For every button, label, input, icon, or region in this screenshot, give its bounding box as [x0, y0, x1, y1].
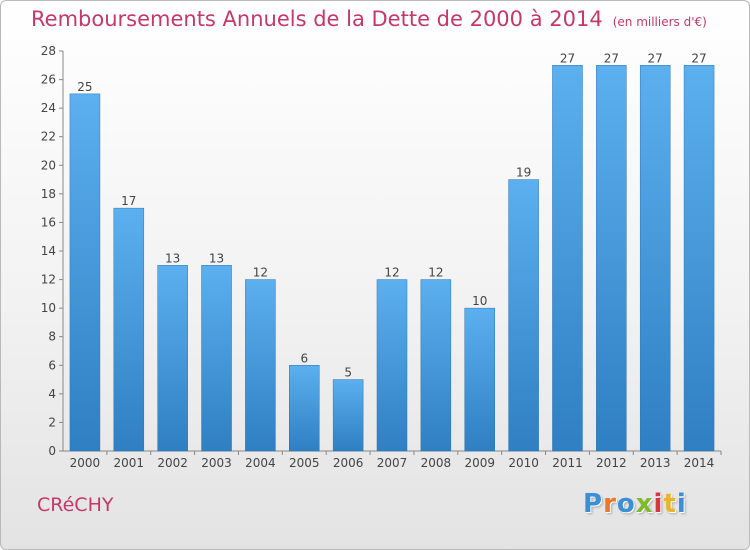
data-label: 25: [77, 80, 92, 94]
logo-letter: x: [635, 489, 654, 519]
bar: [552, 65, 583, 452]
data-label: 13: [209, 251, 224, 265]
x-tick-label: 2003: [201, 456, 232, 470]
y-tick-label: 10: [41, 301, 56, 315]
logo-letter: P: [583, 489, 604, 519]
y-tick-label: 16: [41, 215, 56, 229]
y-tick-label: 12: [41, 273, 56, 287]
bar: [157, 265, 188, 452]
data-label: 5: [344, 366, 352, 380]
bar: [201, 265, 232, 452]
logo-letter: t: [663, 489, 677, 519]
bar: [464, 307, 495, 452]
bar: [420, 279, 452, 452]
chart-title-text: Remboursements Annuels de la Dette de 20…: [31, 7, 603, 31]
x-tick-label: 2014: [684, 456, 715, 470]
x-tick-label: 2009: [464, 456, 495, 470]
y-tick-label: 14: [41, 244, 56, 258]
commune-name: CRéCHY: [37, 494, 114, 516]
y-tick-label: 28: [41, 44, 56, 58]
data-label: 12: [384, 266, 399, 280]
bar: [683, 65, 715, 452]
x-tick-label: 2004: [245, 456, 276, 470]
chart-title: Remboursements Annuels de la Dette de 20…: [31, 7, 707, 31]
data-label: 13: [165, 251, 180, 265]
proxiti-logo: Proxiti: [583, 489, 687, 519]
chart-unit: (en milliers d'€): [612, 15, 707, 29]
x-tick-label: 2011: [552, 456, 583, 470]
bars: [69, 65, 715, 452]
data-label: 27: [560, 51, 575, 65]
x-tick-label: 2012: [596, 456, 627, 470]
y-tick-label: 24: [41, 101, 56, 115]
y-tick-label: 4: [48, 387, 56, 401]
logo-letter: i: [676, 489, 687, 519]
x-tick-label: 2013: [640, 456, 671, 470]
data-label: 17: [121, 194, 136, 208]
y-tick-label: 2: [48, 415, 56, 429]
bar: [245, 279, 276, 452]
data-labels: 25 17 13 13 12 6 5 12 12 10 19 27 27 27 27: [77, 51, 706, 379]
data-label: 27: [691, 51, 706, 65]
x-tick-label: 2008: [421, 456, 452, 470]
y-tick-label: 20: [41, 158, 56, 172]
y-tick-label: 8: [48, 330, 56, 344]
x-tick-label: 2007: [377, 456, 408, 470]
bar: [639, 65, 671, 452]
x-tick-label: 2010: [508, 456, 539, 470]
x-tick-label: 2006: [333, 456, 364, 470]
bar: [113, 207, 145, 452]
data-label: 27: [604, 51, 619, 65]
y-tick-label: 22: [41, 130, 56, 144]
bar: [508, 179, 539, 452]
data-label: 12: [253, 266, 268, 280]
logo-letter: i: [653, 489, 664, 519]
y-tick-label: 18: [41, 187, 56, 201]
data-label: 10: [472, 294, 487, 308]
bar: [332, 379, 364, 452]
bar: [596, 65, 627, 452]
bar: [69, 93, 101, 452]
data-label: 19: [516, 166, 531, 180]
logo-letter: r: [603, 489, 617, 519]
x-tick-label: 2000: [70, 456, 101, 470]
x-tick-label: 2001: [114, 456, 145, 470]
y-tick-label: 0: [48, 444, 56, 458]
bar: [289, 365, 320, 452]
data-label: 12: [428, 266, 443, 280]
y-tick-label: 6: [48, 358, 56, 372]
x-tick-label: 2002: [157, 456, 188, 470]
data-label: 6: [300, 351, 308, 365]
data-label: 27: [648, 51, 663, 65]
y-tick-label: 26: [41, 73, 56, 87]
logo-letter: o: [616, 489, 636, 519]
bar: [376, 279, 408, 452]
x-tick-label: 2005: [289, 456, 320, 470]
